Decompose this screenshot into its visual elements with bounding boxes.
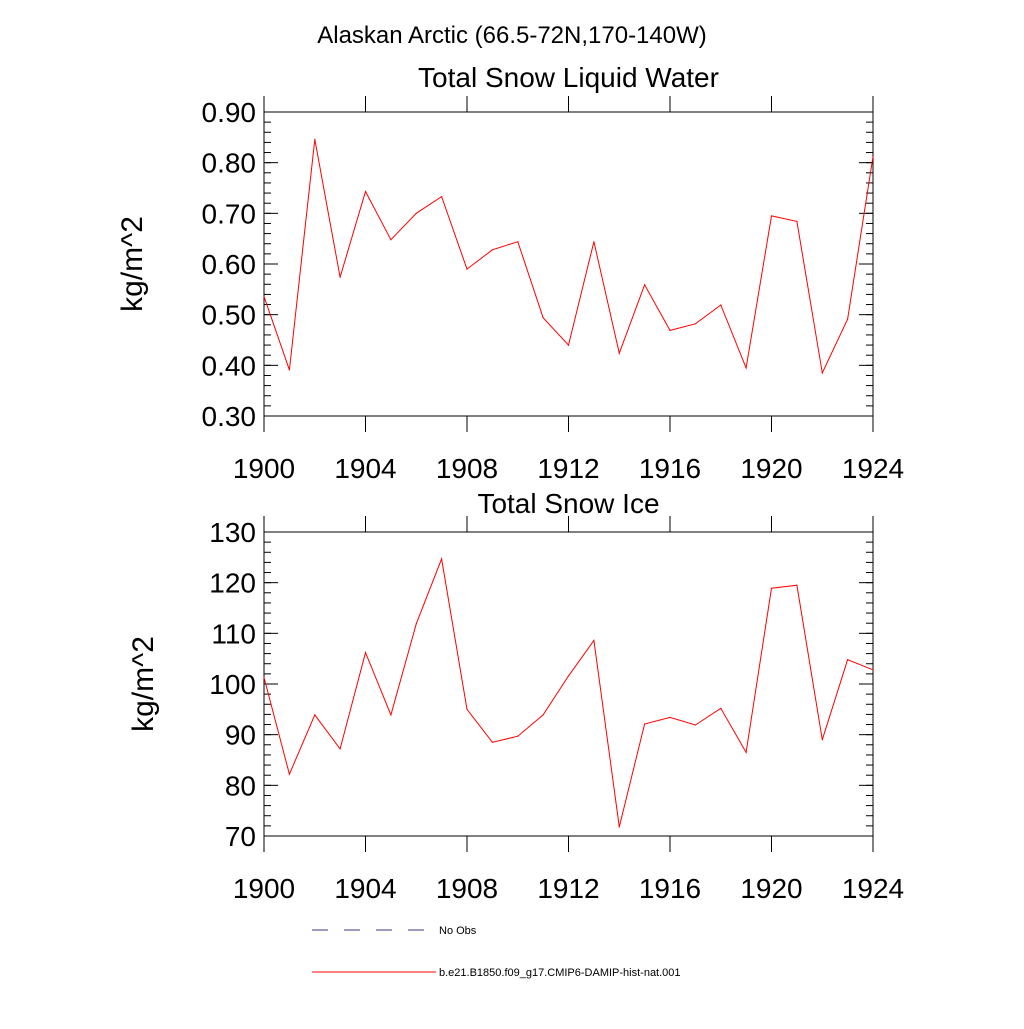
chart-0-data-point bbox=[872, 156, 874, 158]
chart-0-data-point bbox=[720, 304, 722, 306]
chart-0-data-point bbox=[441, 196, 443, 198]
chart-1-data-point bbox=[491, 741, 493, 743]
chart-0-data-point bbox=[694, 323, 697, 325]
chart-1-data-point bbox=[720, 707, 722, 709]
chart-0-data-point bbox=[415, 212, 417, 214]
chart-0-data-point bbox=[796, 220, 798, 222]
chart-1-data-point bbox=[339, 748, 341, 750]
chart-1-y-tick-label: 90 bbox=[225, 720, 256, 751]
chart-1-data-point bbox=[694, 724, 697, 726]
chart-1-data-point bbox=[821, 739, 823, 741]
chart-0-y-tick-label: 0.60 bbox=[202, 249, 257, 280]
chart-1-data-point bbox=[796, 584, 798, 586]
chart-1-plot-frame bbox=[263, 531, 874, 837]
chart-0-x-tick-label: 1904 bbox=[334, 453, 396, 484]
chart-1-data-point bbox=[872, 669, 874, 671]
chart-0-data-point bbox=[364, 190, 367, 193]
chart-0-data-point bbox=[542, 317, 544, 319]
chart-0-data-point bbox=[314, 138, 316, 140]
chart-1-data-point bbox=[593, 639, 595, 642]
panel-snow-ice: Total Snow Ice kg/m^2 70 80 90 100 110 120 130 19… bbox=[127, 488, 904, 904]
chart-1-data-point bbox=[263, 676, 265, 679]
chart-0-data-point bbox=[390, 239, 392, 241]
chart-1-data-point bbox=[364, 652, 367, 654]
chart-0-data-point bbox=[644, 284, 646, 286]
chart-1-data-point bbox=[644, 723, 646, 725]
chart-1-data-point bbox=[415, 623, 417, 625]
chart-0-x-tick-label: 1916 bbox=[639, 453, 701, 484]
chart-0-data-point bbox=[593, 241, 595, 243]
chart-0-title: Total Snow Liquid Water bbox=[418, 62, 719, 93]
chart-1-x-tick-label: 1920 bbox=[740, 873, 802, 904]
chart-1-data-point bbox=[669, 716, 671, 719]
chart-1-data-point bbox=[567, 675, 570, 677]
chart-0-y-tick-label: 0.90 bbox=[202, 97, 257, 128]
chart-1-data-point bbox=[847, 659, 849, 661]
chart-0-series-line-0 bbox=[263, 139, 874, 375]
chart-1-ylabel: kg/m^2 bbox=[127, 636, 160, 732]
chart-1-x-tick-label: 1900 bbox=[233, 873, 295, 904]
chart-1-y-tick-label: 80 bbox=[225, 770, 256, 801]
chart-0-data-point bbox=[669, 329, 671, 331]
chart-1-data-point bbox=[517, 735, 519, 737]
chart-1-data-point bbox=[441, 558, 443, 560]
chart-0-x-tick-label: 1912 bbox=[537, 453, 599, 484]
chart-0-x-tick-label: 1920 bbox=[740, 453, 802, 484]
chart-1-data-point bbox=[288, 773, 290, 775]
legend: No Obs b.e21.B1850.f09_g17.CMIP6-DAMIP-h… bbox=[312, 925, 681, 979]
chart-0-data-point bbox=[466, 268, 468, 270]
chart-0-data-point bbox=[491, 249, 493, 251]
chart-0-y-tick-label: 0.30 bbox=[202, 401, 257, 432]
chart-0-y-tick-label: 0.70 bbox=[202, 198, 257, 229]
chart-0-data-point bbox=[618, 352, 620, 354]
legend-model-label: b.e21.B1850.f09_g17.CMIP6-DAMIP-hist-nat… bbox=[439, 967, 681, 979]
chart-1-y-tick-label: 130 bbox=[209, 517, 256, 548]
chart-0-data-point bbox=[567, 344, 570, 346]
page-title: Alaskan Arctic (66.5-72N,170-140W) bbox=[317, 22, 707, 49]
chart-1-y-tick-label: 110 bbox=[211, 618, 256, 649]
chart-0-data-point bbox=[263, 295, 265, 297]
chart-0-x-tick-label: 1900 bbox=[233, 453, 295, 484]
chart-0-data-point bbox=[821, 372, 823, 374]
chart-1-data-point bbox=[618, 826, 620, 828]
chart-0-data-point bbox=[847, 318, 849, 320]
chart-0-x-tick-label: 1908 bbox=[436, 453, 498, 484]
chart-0-y-tick-label: 0.50 bbox=[202, 300, 257, 331]
chart-1-series-line-0 bbox=[263, 557, 874, 828]
chart-1-data-point bbox=[466, 708, 468, 710]
chart-0-y-tick-label: 0.80 bbox=[202, 148, 257, 179]
chart-1-x-tick-label: 1924 bbox=[842, 873, 904, 904]
legend-obs-label: No Obs bbox=[439, 925, 477, 937]
chart-1-y-tick-label: 100 bbox=[209, 669, 256, 700]
chart-0-x-tick-label: 1924 bbox=[842, 453, 904, 484]
chart-1-x-tick-label: 1904 bbox=[334, 873, 396, 904]
chart-0-data-point bbox=[745, 367, 747, 369]
chart-1-data-point bbox=[542, 714, 544, 716]
chart-0-data-point bbox=[288, 369, 290, 371]
chart-1-data-point bbox=[770, 587, 773, 589]
chart-0-data-point bbox=[517, 241, 519, 243]
chart-1-data-point bbox=[314, 714, 316, 716]
chart-1-y-tick-label: 120 bbox=[209, 568, 256, 599]
chart-1-data-point bbox=[390, 714, 392, 716]
panel-snow-liquid-water: Total Snow Liquid Water kg/m^2 0.30 0.40 0.5… bbox=[116, 62, 904, 484]
chart-0-data-point bbox=[339, 276, 341, 278]
chart-1-x-tick-label: 1916 bbox=[639, 873, 701, 904]
chart-1-data-point bbox=[745, 751, 747, 754]
chart-1-x-tick-label: 1908 bbox=[436, 873, 498, 904]
chart-1-x-tick-label: 1912 bbox=[537, 873, 599, 904]
chart-0-plot-frame bbox=[263, 111, 874, 417]
chart-1-y-tick-label: 70 bbox=[225, 821, 256, 852]
chart-0-y-tick-label: 0.40 bbox=[202, 350, 257, 381]
chart-0-data-point bbox=[770, 215, 773, 217]
chart-1-title: Total Snow Ice bbox=[477, 488, 659, 519]
chart-0-ylabel: kg/m^2 bbox=[116, 216, 149, 312]
